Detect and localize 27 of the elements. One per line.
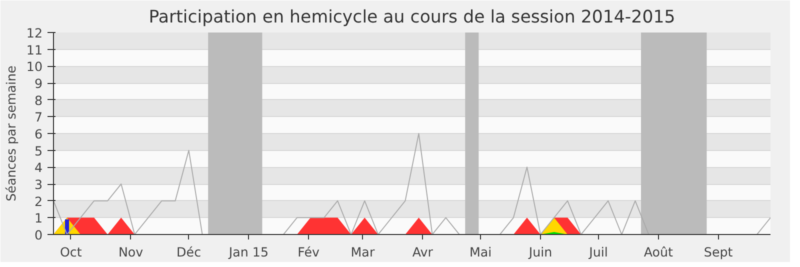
y-tick-label: 10 <box>26 59 43 74</box>
y-tick-label: 5 <box>34 143 43 158</box>
y-tick-label: 1 <box>34 210 43 226</box>
y-tick-label: 6 <box>34 126 43 142</box>
x-tick-label: Oct <box>60 244 82 260</box>
x-tick-label: Juin <box>528 244 552 260</box>
y-tick-label: 11 <box>26 42 43 58</box>
y-tick-label: 9 <box>34 76 43 91</box>
y-tick-label: 0 <box>34 228 43 242</box>
y-tick-label: 7 <box>34 110 43 125</box>
y-tick-label: 3 <box>34 177 43 192</box>
x-tick-label: Jan 15 <box>228 244 269 260</box>
x-tick-label: Sept <box>704 244 733 260</box>
x-tick-label: Juil <box>588 244 608 260</box>
y-tick-label: 8 <box>34 92 43 108</box>
y-tick-label: 4 <box>34 160 43 176</box>
x-tick-label: Fév <box>298 244 320 260</box>
x-tick-label: Déc <box>176 244 202 260</box>
y-axis-title: Séances par semaine <box>3 65 18 202</box>
y-tick-label: 2 <box>34 194 43 209</box>
chart-title: Participation en hemicycle au cours de la session 2014-2015 <box>148 8 676 28</box>
x-tick-label: Nov <box>118 244 144 260</box>
x-tick-label: Avr <box>412 244 434 260</box>
x-tick-label: Mai <box>470 244 492 260</box>
x-tick-label: Mar <box>350 244 376 260</box>
y-tick-label: 12 <box>26 26 43 40</box>
x-tick-label: Août <box>644 244 674 260</box>
